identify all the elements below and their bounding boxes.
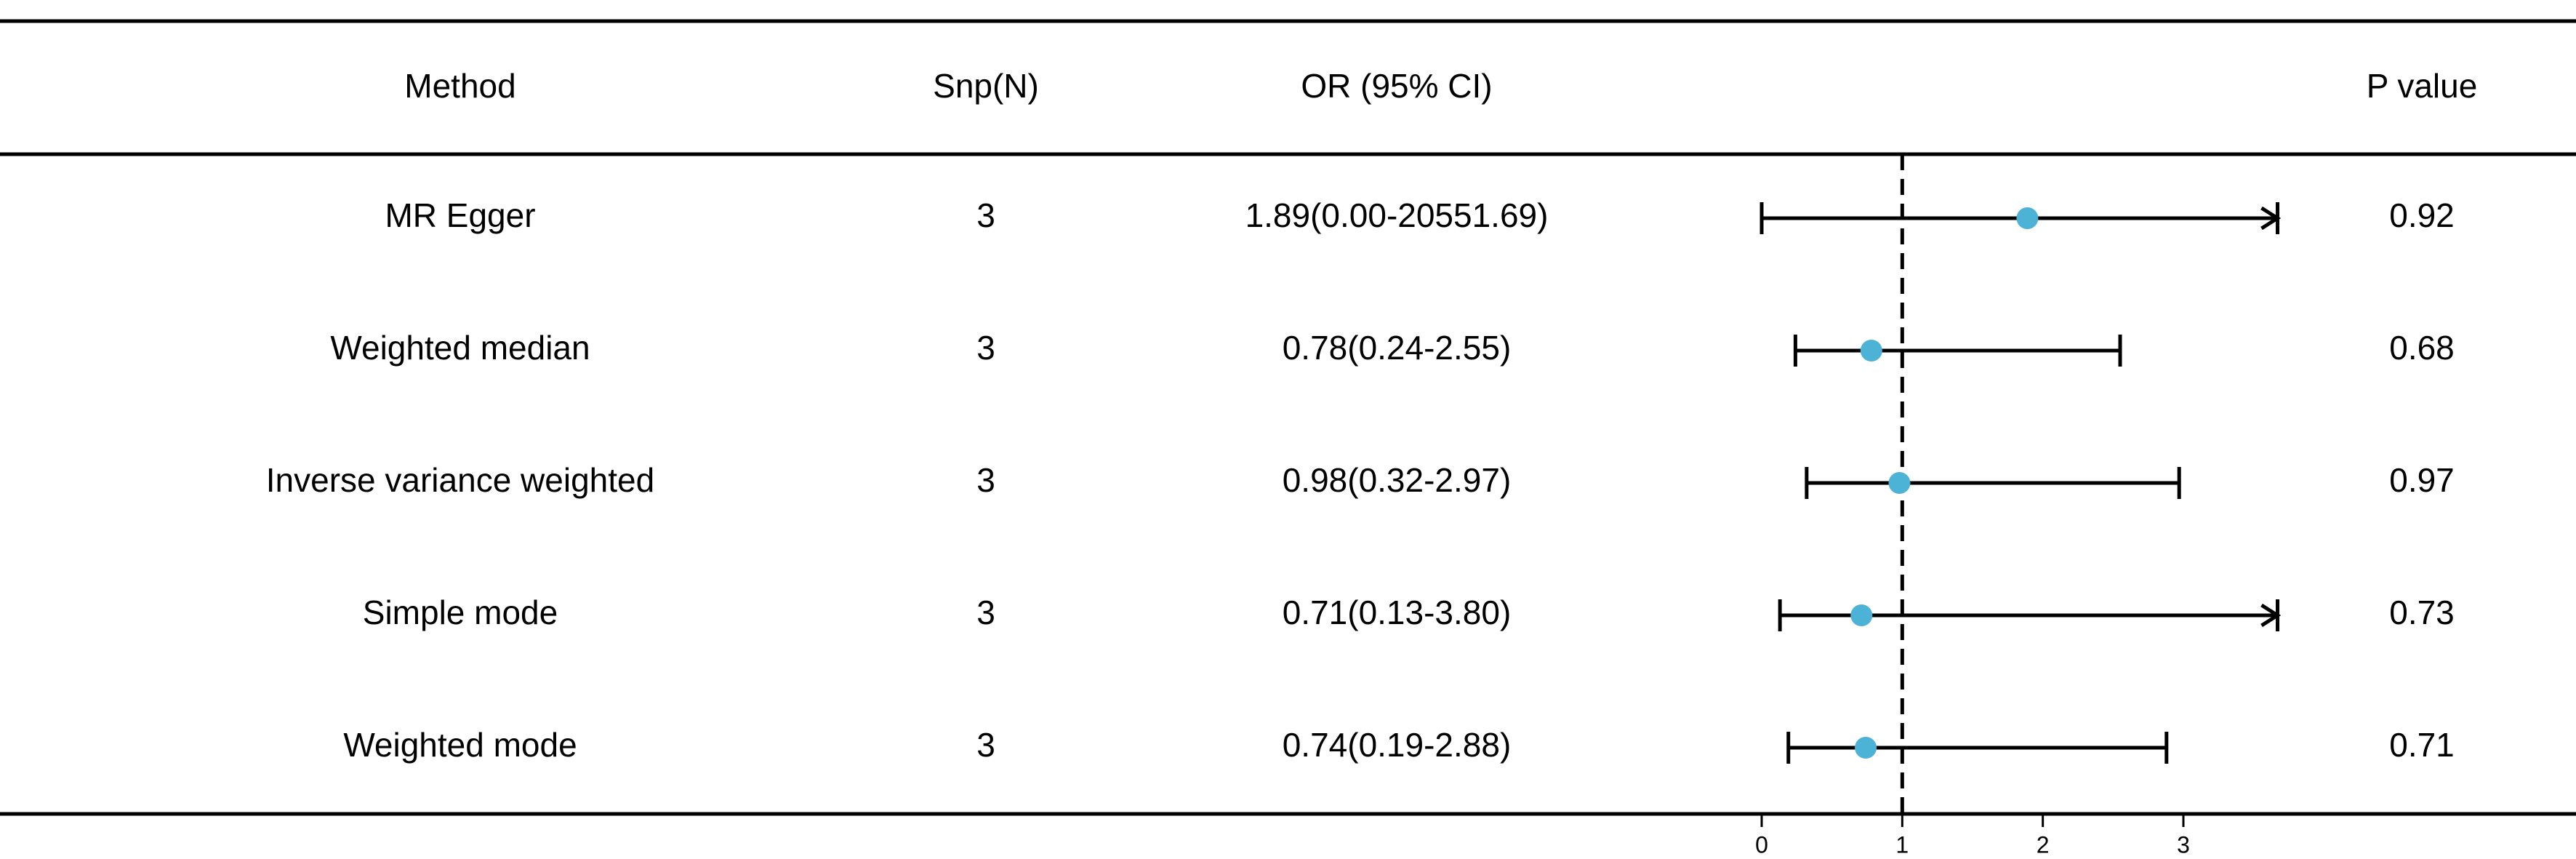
or-ci-label: 0.78(0.24-2.55) (1283, 329, 1512, 367)
snp-count: 3 (976, 726, 995, 764)
x-tick-label: 2 (2037, 831, 2050, 858)
p-value: 0.71 (2389, 726, 2455, 764)
column-header: P value (2367, 67, 2478, 105)
point-estimate (1888, 472, 1911, 494)
point-estimate (1855, 737, 1877, 759)
method-label: Weighted mode (343, 726, 577, 764)
p-value: 0.73 (2389, 594, 2455, 631)
x-tick-label: 1 (1895, 831, 1909, 858)
snp-count: 3 (976, 461, 995, 499)
method-label: Weighted median (330, 329, 590, 367)
ci-arrow (2260, 603, 2282, 628)
x-tick-label: 3 (2177, 831, 2190, 858)
snp-count: 3 (976, 594, 995, 631)
p-value: 0.92 (2389, 196, 2455, 234)
column-header: OR (95% CI) (1301, 67, 1492, 105)
column-header: Snp(N) (933, 67, 1039, 105)
method-label: Simple mode (363, 594, 558, 631)
or-ci-label: 0.98(0.32-2.97) (1283, 461, 1512, 499)
snp-count: 3 (976, 196, 995, 234)
method-label: Inverse variance weighted (266, 461, 654, 499)
or-ci-label: 0.74(0.19-2.88) (1283, 726, 1512, 764)
or-ci-label: 0.71(0.13-3.80) (1283, 594, 1512, 631)
ci-arrow (2260, 206, 2282, 231)
x-tick-label: 0 (1755, 831, 1768, 858)
p-value: 0.68 (2389, 329, 2455, 367)
or-ci-label: 1.89(0.00-20551.69) (1245, 196, 1549, 234)
point-estimate (1860, 340, 1882, 361)
p-value: 0.97 (2389, 461, 2455, 499)
point-estimate (1850, 604, 1873, 626)
column-header: Method (404, 67, 515, 105)
method-label: MR Egger (385, 196, 535, 234)
point-estimate (2016, 207, 2039, 229)
snp-count: 3 (976, 329, 995, 367)
